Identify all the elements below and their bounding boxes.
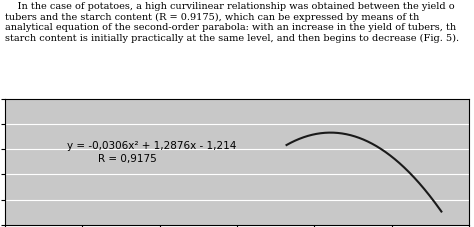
- Text: In the case of potatoes, a high curvilinear relationship was obtained between th: In the case of potatoes, a high curvilin…: [5, 2, 459, 43]
- Text: y = -0,0306x² + 1,2876x - 1,214: y = -0,0306x² + 1,2876x - 1,214: [67, 141, 236, 151]
- Text: R = 0,9175: R = 0,9175: [98, 154, 156, 164]
